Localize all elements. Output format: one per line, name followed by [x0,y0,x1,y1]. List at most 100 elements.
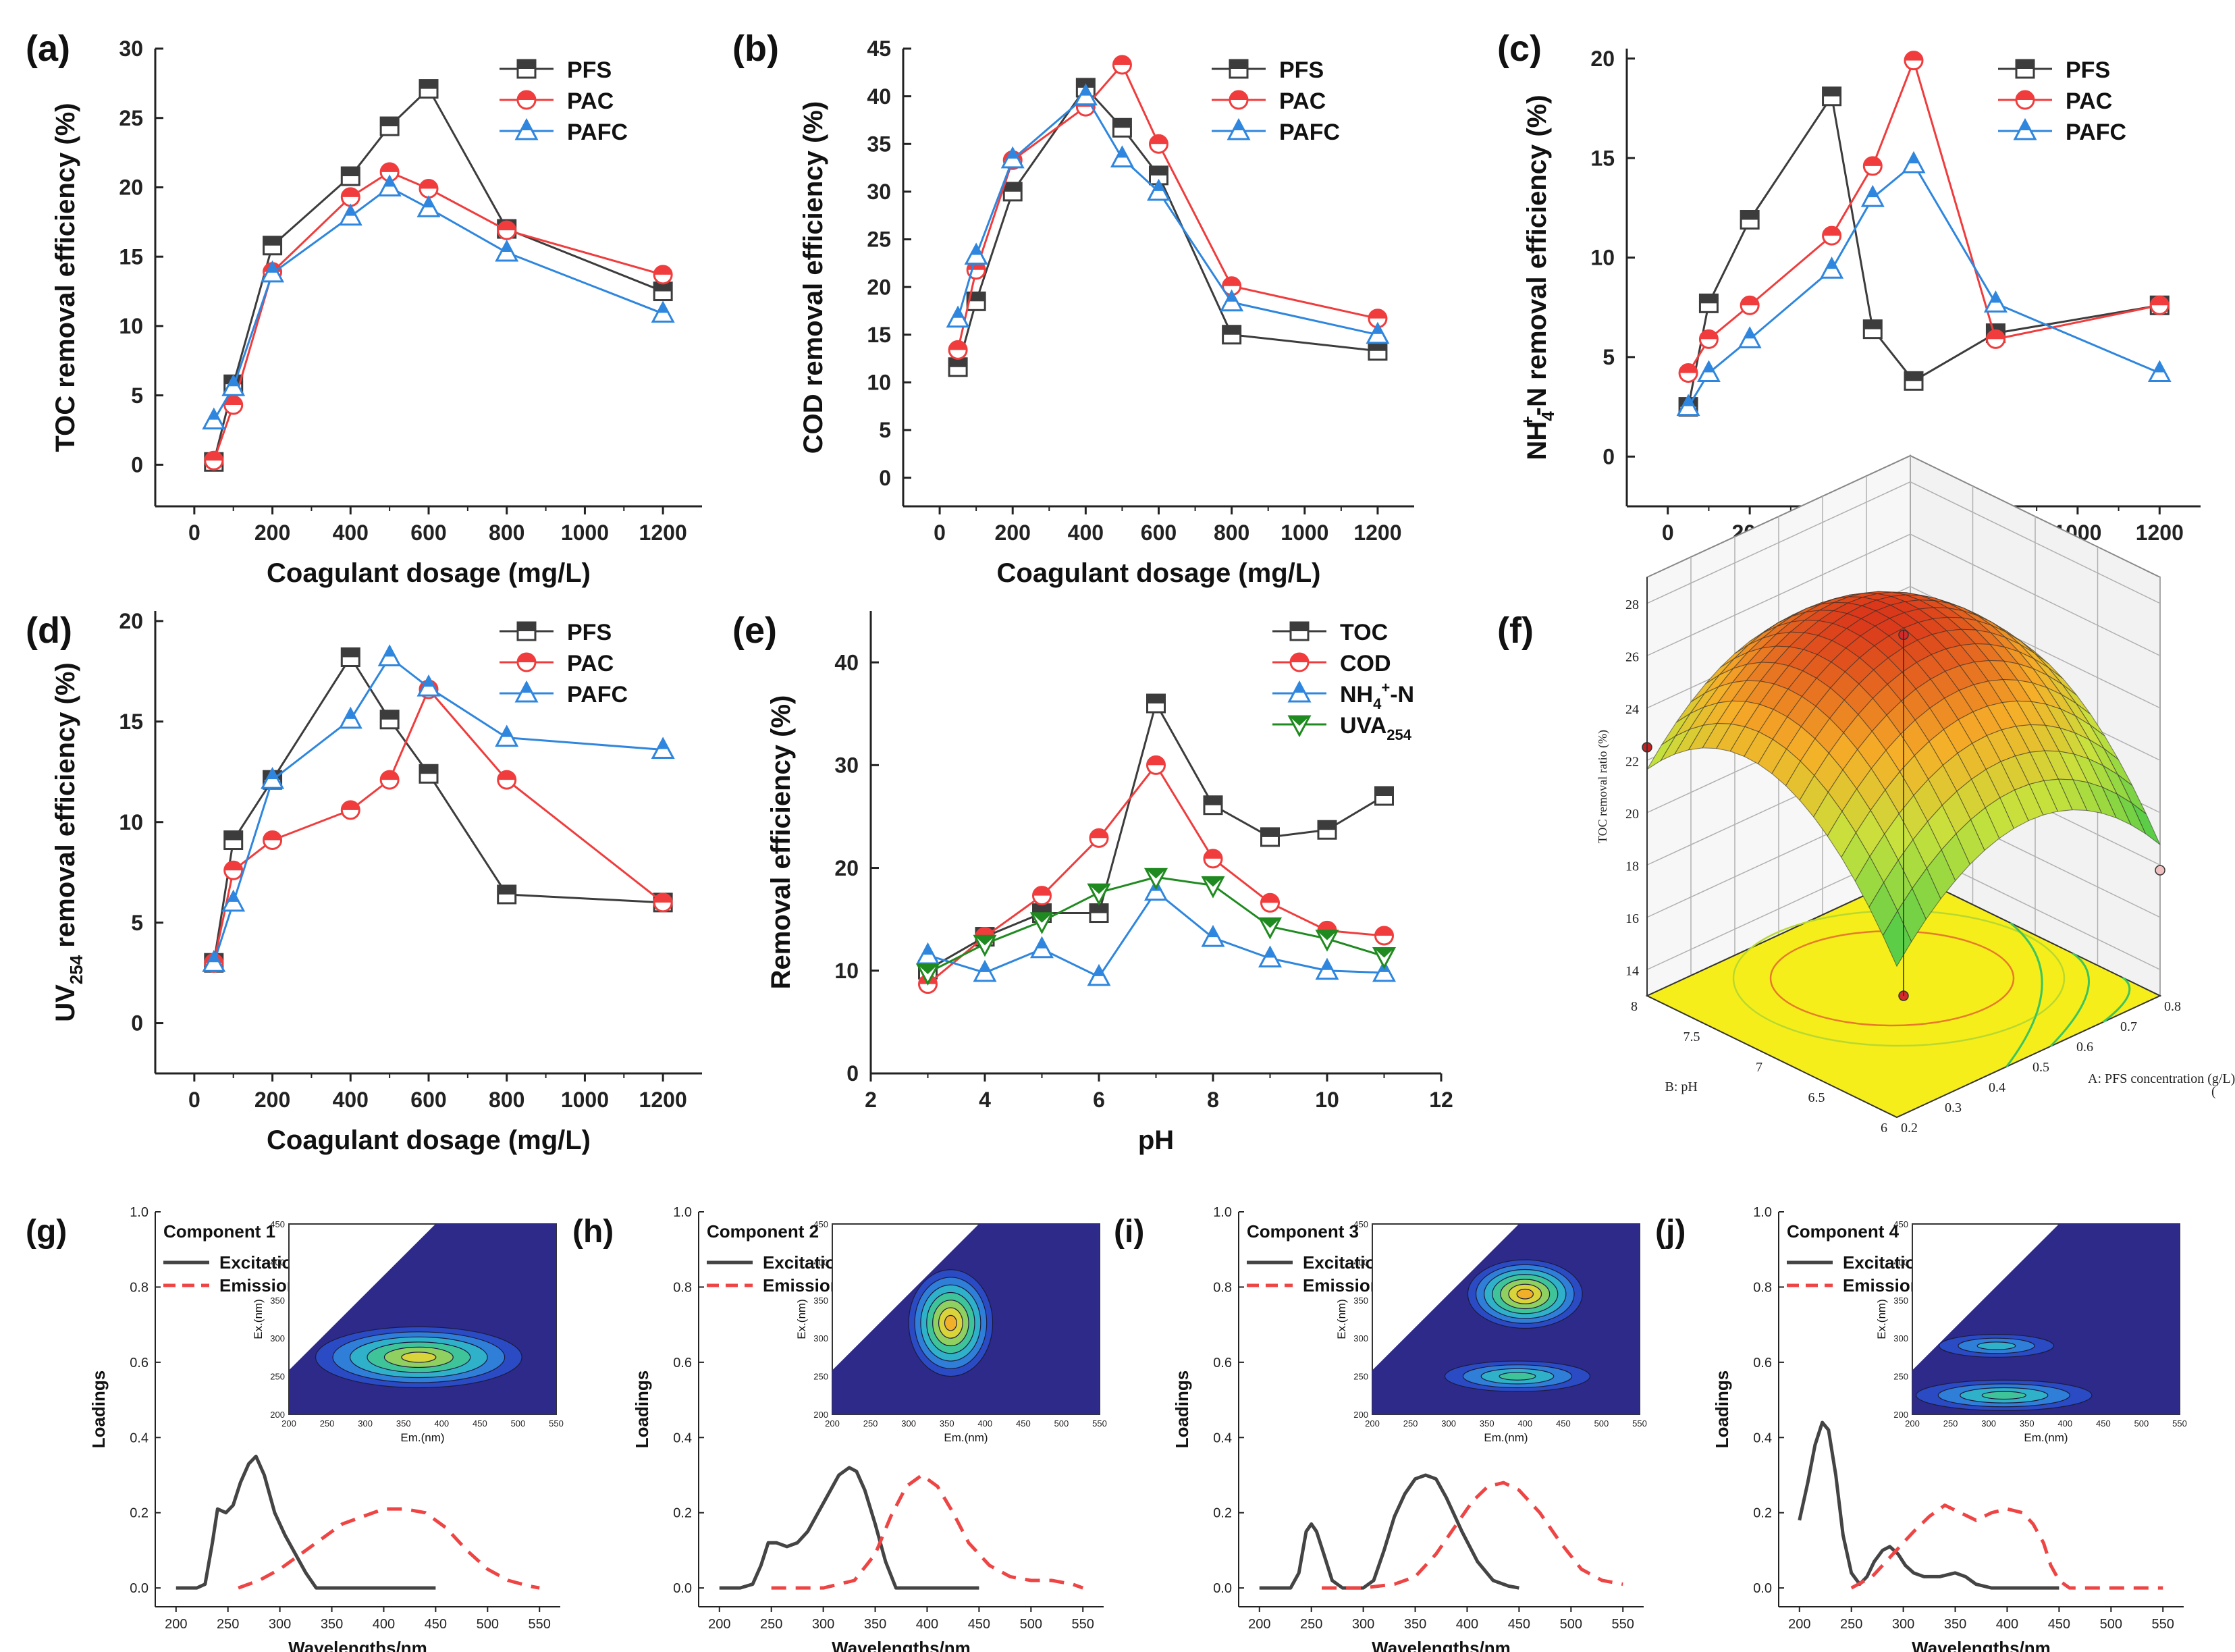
inset-y-tick-label: 200 [813,1410,828,1420]
inset-y-tick-label: 350 [1893,1296,1908,1306]
legend-label: Emission [1843,1275,1921,1296]
data-point-fill [1203,877,1223,887]
inset-y-tick-label: 450 [1353,1219,1368,1229]
data-point-fill [1261,828,1279,837]
inset-x-tick-label: 300 [1981,1418,1996,1429]
inset-y-title: Ex.(nm) [252,1299,265,1339]
x-tick-label: 450 [2048,1617,2070,1632]
y-tick-label: 40 [834,650,859,674]
inset-y-tick-label: 350 [1353,1296,1368,1306]
x-axis-title: Coagulant dosage (mg/L) [267,1125,591,1155]
panel-g: (g) 0.0 0.2 0.4 0.6 0.8 1.0 200 250 300 350 400 450 5… [26,1205,564,1652]
data-point-fill [381,771,399,780]
y-tick-label: 0 [1603,445,1615,469]
a-tick-label: 0.7 [2120,1019,2137,1034]
component-title: Component 1 [163,1221,275,1242]
legend-label: PFS [2066,57,2110,83]
data-point-fill [1744,328,1756,339]
y-tick-label: 0.8 [130,1280,149,1295]
x-axis-title: Coagulant dosage (mg/L) [997,558,1321,588]
legend-marker-fill [518,654,535,662]
x-tick-label: 450 [1508,1617,1530,1632]
panel-a: (a) 0 5 10 15 20 25 30 0 200 400 600 800 1000 1200 Coag… [26,28,702,588]
inset-x-tick-label: 450 [1556,1418,1571,1429]
x-tick-label: 300 [812,1617,834,1632]
data-point-fill [1368,309,1386,319]
data-point-fill [1261,894,1279,903]
x-tick-label: 1000 [1281,521,1328,545]
data-point-fill [1004,182,1022,192]
x-axis-title: Wavelengths/nm [288,1638,427,1652]
panel-f: (f) 14 16 18 20 22 24 26 28 TOC removal ratio (%)… [1497,454,2235,1136]
x-tick-label: 600 [1141,521,1177,545]
y-axis-title: NH4+-N removal efficiency (%) [1517,95,1558,460]
y-tick-label: 0 [846,1061,859,1086]
data-point-fill [1113,119,1131,128]
inset-y-title: Ex.(nm) [1335,1299,1348,1339]
data-point-fill [1682,396,1694,406]
eem-contour [1499,1372,1536,1381]
x-tick-label: 500 [477,1617,499,1632]
data-point-fill [1679,364,1698,373]
x-tick-label: 300 [1352,1617,1374,1632]
series-line-emission [771,1473,1084,1590]
panel-j: (j) 0.0 0.2 0.4 0.6 0.8 1.0 200 250 300 350 400 450 5… [1655,1205,2187,1652]
inset-x-tick-label: 350 [396,1418,411,1429]
series-line-excitation [719,1466,979,1590]
y-tick-label: 15 [119,710,143,734]
x-tick-label: 0 [188,1088,200,1112]
inset-x-tick-label: 500 [511,1418,526,1429]
inset-x-tick-label: 250 [1943,1418,1958,1429]
legend-label: PAFC [2066,119,2126,145]
y-tick-label: 15 [867,323,891,347]
inset-x-tick-label: 550 [549,1418,564,1429]
data-point-fill [1905,51,1922,61]
y-title-sup: + [1517,416,1538,426]
eem-inset: 200 250 300 350 400 450 500 550 200 250 300 350 400 4… [1875,1219,2187,1444]
data-point-fill [1204,849,1222,859]
inset-y-tick-label: 400 [1893,1257,1908,1267]
x-tick-label: 450 [968,1617,990,1632]
a-tick-label: 0.2 [1901,1121,1918,1136]
data-point-fill [654,282,672,292]
inset-y-tick-label: 450 [813,1219,828,1229]
data-point-fill [342,167,360,177]
data-point-fill [497,771,516,780]
y-tick-label: 0.4 [130,1431,149,1445]
panel-label: (f) [1497,610,1534,651]
eem-contour [1976,1341,2016,1350]
legend-label: PAC [1279,88,1326,114]
series-line-pafc [213,656,664,963]
y-title-sub: 4 [1538,411,1558,421]
legend-label: Emission [219,1275,298,1296]
data-point-fill [1866,187,1879,198]
y-tick-label: 0.6 [1213,1356,1232,1370]
y-tick-label: 0.0 [673,1581,692,1596]
x-tick-label: 600 [410,1088,446,1112]
x-tick-label: 300 [1892,1617,1914,1632]
data-point-fill [501,242,513,252]
y-tick-label: 30 [867,180,891,204]
legend-part: UVA [1340,713,1386,739]
inset-x-title: Em.(nm) [1484,1431,1528,1444]
inset-x-title: Em.(nm) [944,1431,988,1444]
x-tick-label: 250 [760,1617,782,1632]
x-tick-label: 1000 [561,1088,609,1112]
z-tick-label: 16 [1625,911,1639,926]
data-point-fill [1006,148,1019,159]
legend-marker-fill [1291,622,1308,631]
y-tick-label: 5 [131,911,143,935]
series-line-pfs [213,88,664,462]
data-point-fill [657,739,669,749]
eem-inset: 200 250 300 350 400 450 500 550 200 250 300 350 400 4… [795,1219,1107,1444]
inset-y-tick-label: 300 [270,1333,285,1343]
z-axis-title: TOC removal ratio (%) [1596,730,1610,843]
data-point-fill [1700,330,1718,340]
y-axis-title: COD removal efficiency (%) [799,101,828,454]
inset-x-tick-label: 550 [2172,1418,2187,1429]
data-point-fill [1700,294,1718,304]
y-tick-label: 0 [879,466,891,490]
inset-x-tick-label: 300 [901,1418,916,1429]
x-tick-label: 1200 [639,1088,687,1112]
